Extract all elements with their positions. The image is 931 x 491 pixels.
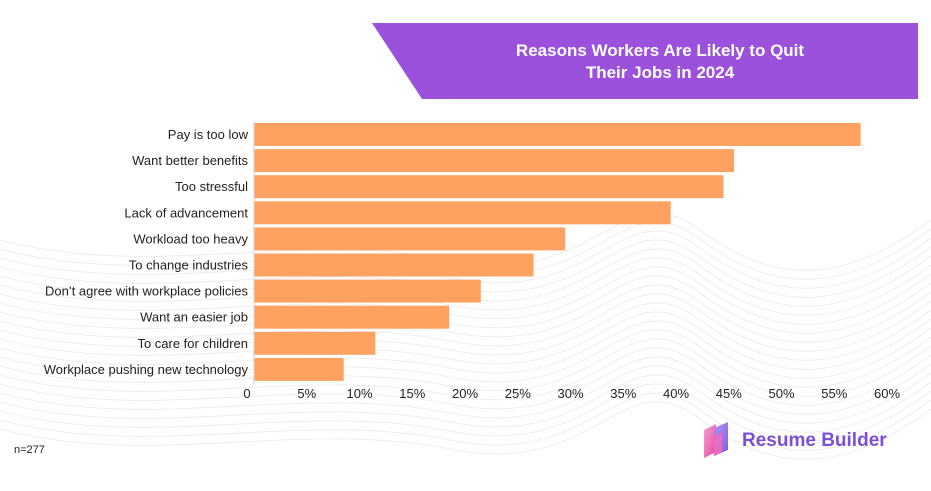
resume-builder-logo-icon [704,422,728,458]
chart-title: Reasons Workers Are Likely to Quit Their… [430,40,890,84]
title-banner [372,23,918,99]
background-wave-line [0,257,931,316]
background-wave-line [0,302,931,361]
x-tick-label: 45% [716,386,742,401]
category-label: Lack of advancement [124,205,248,220]
background-wave-line [0,230,931,289]
category-label: Workload too heavy [133,231,248,246]
bar [254,279,481,303]
bar [254,227,566,251]
x-tick-label: 55% [821,386,847,401]
background-wave-line [0,275,931,334]
background-wave-line [0,365,931,424]
background-wave-line [0,293,931,352]
bar [254,201,671,225]
bar [254,357,344,381]
chart-title-line2: Their Jobs in 2024 [585,63,735,82]
x-tick-label: 40% [663,386,689,401]
brand-name: Resume Builder [742,430,887,451]
x-tick-label: 10% [346,386,372,401]
title-banner-shape [372,23,918,99]
category-label: Too stressful [175,179,248,194]
background-wave-line [0,329,931,388]
background-wave-line [0,221,931,280]
bar [254,253,534,277]
background-wave-line [0,320,931,379]
sample-size-note: n=277 [14,444,45,456]
bar [254,331,376,355]
background-wave-line [0,392,931,451]
background-wave-line [0,266,931,325]
x-tick-label: 30% [557,386,583,401]
x-tick-label: 35% [610,386,636,401]
background-wave-line [0,383,931,442]
x-tick-label: 20% [452,386,478,401]
category-label: Want an easier job [140,310,248,325]
background-wave-line [0,356,931,415]
bar [254,149,735,173]
background-wave-line [0,239,931,298]
x-tick-label: 15% [399,386,425,401]
category-label: Workplace pushing new technology [44,362,249,377]
background-wave-line [0,212,931,271]
x-tick-label: 5% [297,386,316,401]
background-wave-line [0,338,931,397]
x-tick-label: 0 [243,386,250,401]
category-label: Don’t agree with workplace policies [45,284,249,299]
x-tick-label: 60% [874,386,900,401]
bar [254,305,450,329]
category-label: Pay is too low [168,127,249,142]
background-wave-line [0,374,931,433]
background-wave-line [0,347,931,406]
chart-title-line1: Reasons Workers Are Likely to Quit [515,41,805,60]
background-wave-line [0,311,931,370]
background-wave-line [0,248,931,307]
brand: Resume Builder [700,422,887,460]
background-wave-line [0,401,931,460]
x-tick-label: 50% [768,386,794,401]
category-label: To care for children [137,336,248,351]
x-tick-label: 25% [505,386,531,401]
category-label: Want better benefits [132,153,248,168]
bar [254,123,861,146]
background-wave-line [0,284,931,343]
bar [254,175,724,199]
category-label: To change industries [129,258,249,273]
